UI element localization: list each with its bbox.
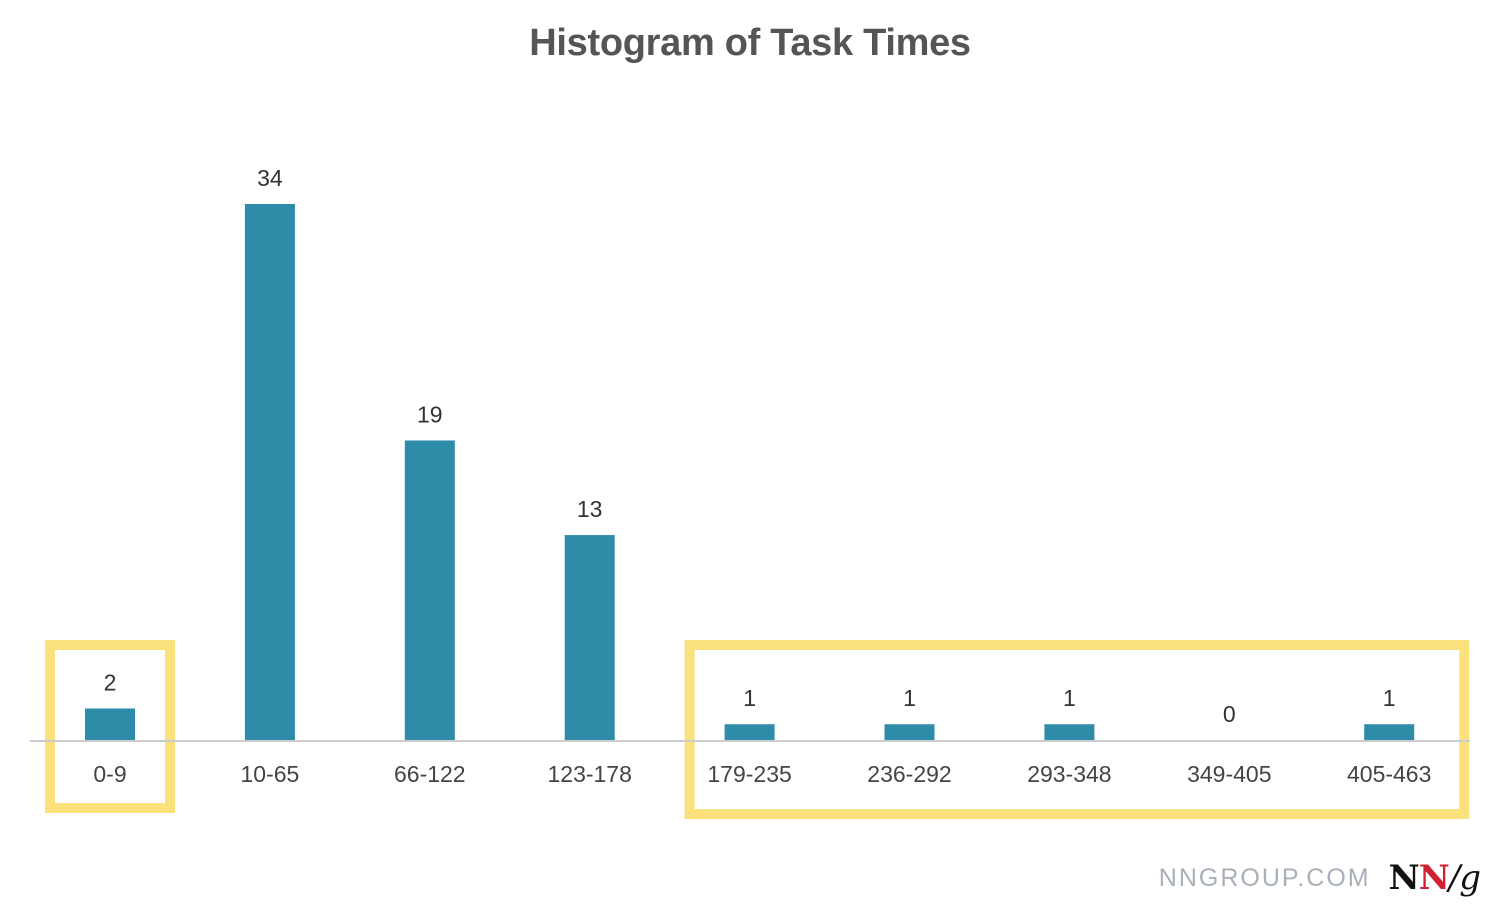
highlight-box-1 (45, 640, 175, 813)
bar-10-65 (244, 204, 295, 740)
logo-slash-g: /g (1448, 858, 1481, 898)
x-tick-label-349-405: 349-405 (1187, 761, 1271, 787)
data-label-405-463: 1 (1383, 685, 1396, 711)
data-label-66-122: 19 (417, 401, 443, 427)
bar-labels-group: 2 34 19 13 1 1 1 0 1 (104, 165, 1396, 727)
x-tick-label-236-292: 236-292 (867, 761, 951, 787)
x-tick-labels-group: 0-9 10-65 66-122 123-178 179-235 236-292 293-3… (93, 761, 1431, 787)
bar-66-122 (404, 440, 455, 740)
x-tick-label-10-65: 10-65 (240, 761, 299, 787)
x-tick-label-123-178: 123-178 (547, 761, 631, 787)
data-label-123-178: 13 (577, 496, 603, 522)
highlight-boxes (45, 640, 1470, 819)
data-label-179-235: 1 (743, 685, 756, 711)
footer-branding: NNGROUP.COM N N /g (1158, 858, 1481, 898)
bar-293-348 (1044, 724, 1095, 740)
data-label-293-348: 1 (1063, 685, 1076, 711)
bar-0-9 (85, 708, 135, 740)
bar-179-235 (724, 724, 775, 740)
x-tick-label-179-235: 179-235 (707, 761, 791, 787)
logo-letter-n-red: N (1418, 858, 1450, 898)
data-label-236-292: 1 (903, 685, 916, 711)
bar-123-178 (564, 535, 615, 740)
data-label-349-405: 0 (1223, 701, 1236, 727)
x-tick-label-0-9: 0-9 (93, 761, 126, 787)
nng-logo: N N /g (1388, 858, 1481, 898)
bar-405-463 (1364, 724, 1415, 740)
data-label-0-9: 2 (104, 669, 117, 695)
highlight-box-2 (684, 640, 1470, 819)
x-tick-label-405-463: 405-463 (1347, 761, 1431, 787)
site-name: NNGROUP.COM (1158, 863, 1371, 892)
x-tick-label-66-122: 66-122 (394, 761, 466, 787)
data-label-10-65: 34 (257, 165, 283, 191)
bars-group (85, 204, 1415, 740)
x-tick-label-293-348: 293-348 (1027, 761, 1111, 787)
chart-title: Histogram of Task Times (529, 22, 971, 64)
bar-236-292 (884, 724, 935, 740)
logo-letter-n-black: N (1388, 858, 1420, 898)
